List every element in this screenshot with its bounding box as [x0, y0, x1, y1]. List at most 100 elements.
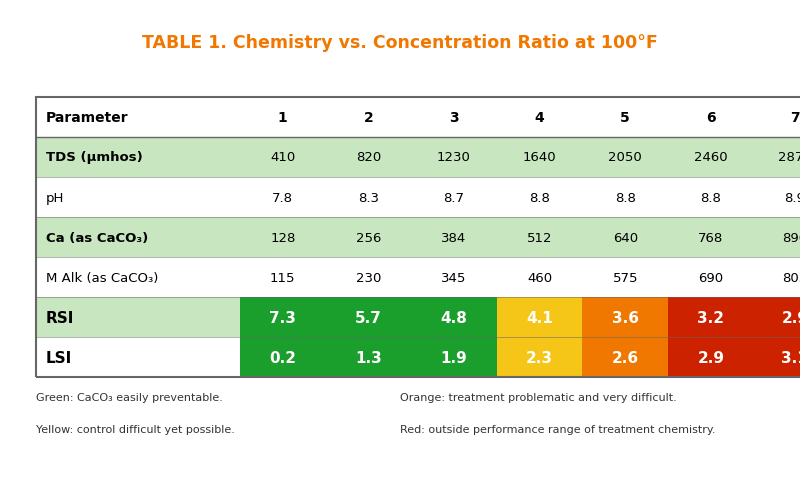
Text: 2.9: 2.9 [698, 350, 724, 365]
Bar [582, 138, 668, 178]
Text: Ca (as CaCO₃): Ca (as CaCO₃) [46, 231, 148, 244]
Text: 2.6: 2.6 [612, 350, 638, 365]
Text: RSI: RSI [46, 310, 74, 325]
Text: 0.2: 0.2 [270, 350, 296, 365]
Text: Parameter: Parameter [46, 111, 128, 124]
Text: 4: 4 [534, 111, 545, 124]
Text: 4.1: 4.1 [526, 310, 553, 325]
Text: 2870: 2870 [778, 151, 800, 164]
Bar [36, 138, 240, 178]
Bar [36, 258, 240, 298]
Bar [36, 338, 240, 378]
Text: 6: 6 [706, 111, 716, 124]
Bar [754, 218, 800, 258]
Text: 256: 256 [356, 231, 381, 244]
Bar [36, 298, 240, 338]
Text: 460: 460 [527, 271, 552, 284]
Bar [411, 258, 497, 298]
Bar [582, 298, 668, 338]
Text: 512: 512 [527, 231, 552, 244]
Bar [668, 338, 754, 378]
Bar [754, 258, 800, 298]
Text: 3.1: 3.1 [782, 350, 800, 365]
Bar [326, 178, 411, 218]
Bar [240, 258, 326, 298]
Bar [668, 298, 754, 338]
Text: LSI: LSI [46, 350, 72, 365]
Bar [411, 218, 497, 258]
Text: 3.6: 3.6 [612, 310, 638, 325]
Bar [497, 138, 582, 178]
Text: 2: 2 [363, 111, 374, 124]
Text: 384: 384 [442, 231, 466, 244]
Text: 8.7: 8.7 [443, 191, 465, 204]
Text: 896: 896 [782, 231, 800, 244]
Bar [411, 178, 497, 218]
Text: 768: 768 [698, 231, 723, 244]
Text: 1640: 1640 [522, 151, 557, 164]
Text: 820: 820 [356, 151, 381, 164]
Bar [497, 338, 582, 378]
Bar [497, 178, 582, 218]
Text: 230: 230 [356, 271, 381, 284]
Bar [36, 98, 800, 378]
Bar [582, 178, 668, 218]
Text: Yellow: control difficult yet possible.: Yellow: control difficult yet possible. [36, 424, 235, 434]
Text: 7: 7 [790, 111, 800, 124]
Bar [497, 298, 582, 338]
Text: pH: pH [46, 191, 64, 204]
Bar [36, 178, 240, 218]
Bar [754, 298, 800, 338]
Text: 1.9: 1.9 [441, 350, 467, 365]
Text: 8.8: 8.8 [529, 191, 550, 204]
Bar [240, 138, 326, 178]
Text: 5: 5 [620, 111, 630, 124]
Bar [582, 338, 668, 378]
Text: Orange: treatment problematic and very difficult.: Orange: treatment problematic and very d… [400, 392, 677, 402]
Text: 1.3: 1.3 [355, 350, 382, 365]
Text: 2460: 2460 [694, 151, 728, 164]
Bar [36, 98, 800, 138]
Bar [497, 218, 582, 258]
Text: 128: 128 [270, 231, 295, 244]
Text: 115: 115 [270, 271, 295, 284]
Text: M Alk (as CaCO₃): M Alk (as CaCO₃) [46, 271, 158, 284]
Text: 575: 575 [613, 271, 638, 284]
Text: 3: 3 [449, 111, 459, 124]
Text: Green: CaCO₃ easily preventable.: Green: CaCO₃ easily preventable. [36, 392, 223, 402]
Bar [326, 218, 411, 258]
Text: Red: outside performance range of treatment chemistry.: Red: outside performance range of treatm… [400, 424, 715, 434]
Bar [240, 178, 326, 218]
Text: 2.3: 2.3 [526, 350, 553, 365]
Bar [754, 138, 800, 178]
Text: 8.3: 8.3 [358, 191, 379, 204]
Text: 2.9: 2.9 [782, 310, 800, 325]
Bar [497, 258, 582, 298]
Bar [326, 298, 411, 338]
Bar [754, 178, 800, 218]
Text: 3.2: 3.2 [698, 310, 724, 325]
Bar [326, 338, 411, 378]
Text: 805: 805 [782, 271, 800, 284]
Text: 690: 690 [698, 271, 723, 284]
Text: 5.7: 5.7 [355, 310, 382, 325]
Bar [411, 138, 497, 178]
Text: 8.8: 8.8 [614, 191, 636, 204]
Text: 410: 410 [270, 151, 295, 164]
Bar [411, 338, 497, 378]
Text: TABLE 1. Chemistry vs. Concentration Ratio at 100°F: TABLE 1. Chemistry vs. Concentration Rat… [142, 34, 658, 52]
Text: 1: 1 [278, 111, 288, 124]
Bar [668, 218, 754, 258]
Text: 4.8: 4.8 [441, 310, 467, 325]
Bar [668, 178, 754, 218]
Bar [582, 258, 668, 298]
Bar [36, 218, 240, 258]
Text: 1230: 1230 [437, 151, 471, 164]
Bar [582, 218, 668, 258]
Text: 7.3: 7.3 [270, 310, 296, 325]
Bar [668, 138, 754, 178]
Text: 7.8: 7.8 [272, 191, 294, 204]
Bar [240, 338, 326, 378]
Text: 640: 640 [613, 231, 638, 244]
Bar [240, 218, 326, 258]
